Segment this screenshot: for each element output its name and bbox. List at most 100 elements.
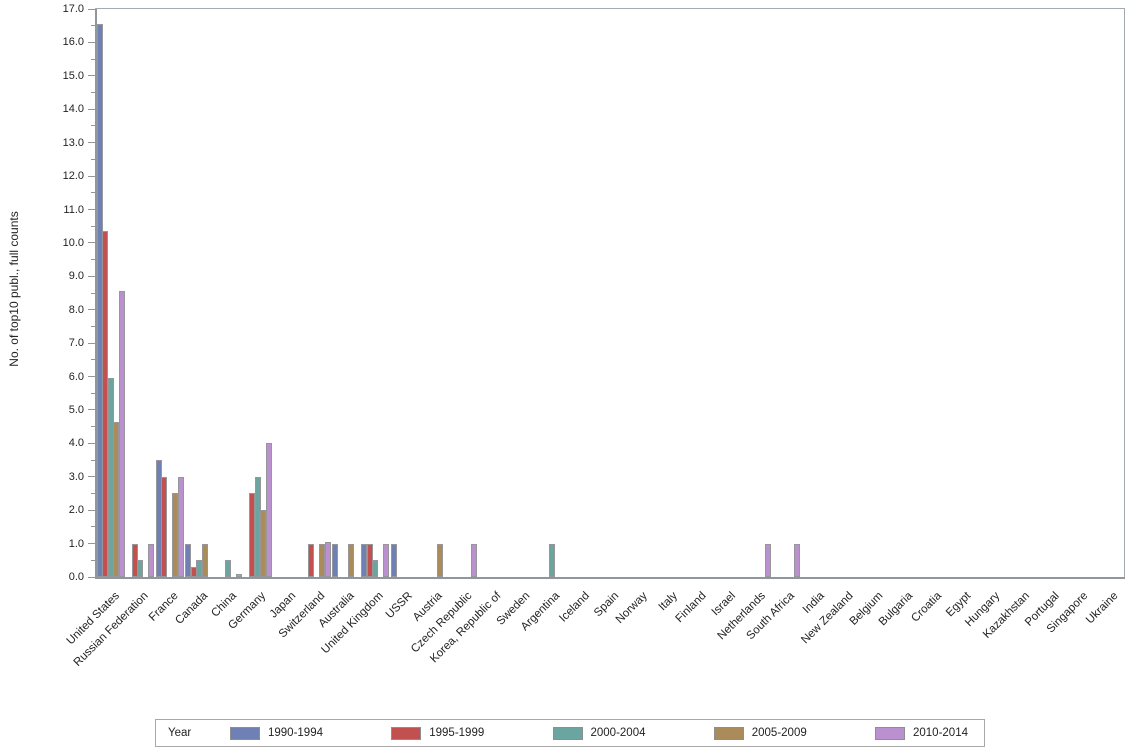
bar-2000-2004-China xyxy=(225,560,231,577)
legend-label: 1995-1999 xyxy=(429,727,485,739)
legend: Year 1990-1994 1995-1999 2000-2004 2005-200… xyxy=(155,719,985,747)
bar-1995-1999-United States xyxy=(102,231,108,577)
x-axis-label: Ukraine xyxy=(1083,589,1121,627)
legend-item: 2010-2014 xyxy=(875,726,968,740)
bar-1995-1999-Germany xyxy=(249,493,255,577)
bar-2000-2004-United Kingdom xyxy=(372,560,378,577)
legend-item: 1990-1994 xyxy=(230,726,323,740)
y-axis-title: No. of top10 publ., full counts xyxy=(7,211,21,367)
plot-top-border xyxy=(95,8,1125,9)
y-tick-label: 9.0 xyxy=(68,270,84,283)
y-tick-label: 5.0 xyxy=(68,403,84,416)
legend-swatch xyxy=(230,726,260,740)
bar-2010-2014-China xyxy=(236,574,242,577)
y-major-tick xyxy=(88,275,96,277)
y-tick-label: 8.0 xyxy=(68,303,84,316)
bar-2010-2014-United Kingdom xyxy=(383,544,389,577)
legend-item: 1995-1999 xyxy=(391,726,485,740)
y-major-tick xyxy=(88,543,96,545)
y-minor-tick xyxy=(91,192,96,194)
bar-2010-2014-Czech Republic xyxy=(471,544,477,577)
bar-2010-2014-Netherlands xyxy=(765,544,771,577)
y-minor-tick xyxy=(91,58,96,60)
bar-2005-2009-France xyxy=(172,493,178,577)
y-minor-tick xyxy=(91,559,96,561)
y-minor-tick xyxy=(91,459,96,461)
bar-2005-2009-Austria xyxy=(437,544,443,577)
bar-1995-1999-France xyxy=(161,477,167,577)
y-tick-label: 3.0 xyxy=(68,470,84,483)
legend-swatch xyxy=(713,726,744,740)
bar-2005-2009-Switzerland xyxy=(319,544,325,577)
x-axis-label: USSR xyxy=(384,589,416,621)
x-axis-line xyxy=(95,577,1125,579)
bar-2005-2009-United States xyxy=(113,422,119,577)
y-tick-label: 13.0 xyxy=(62,136,84,149)
y-major-tick xyxy=(88,41,96,43)
bar-1990-1994-United Kingdom xyxy=(361,544,367,577)
y-major-tick xyxy=(88,108,96,110)
y-tick-label: 4.0 xyxy=(68,437,84,450)
y-major-tick xyxy=(88,509,96,511)
bar-2000-2004-Argentina xyxy=(549,544,555,577)
y-minor-tick xyxy=(91,158,96,160)
y-minor-tick xyxy=(91,325,96,327)
legend-label: 1990-1994 xyxy=(268,727,323,739)
y-major-tick xyxy=(88,442,96,444)
bar-2000-2004-Russian Federation xyxy=(137,560,143,577)
x-axis-label: Norway xyxy=(614,589,651,626)
y-tick-label: 0.0 xyxy=(68,571,84,583)
y-minor-tick xyxy=(91,426,96,428)
legend-items: 1990-1994 1995-1999 2000-2004 2005-2009 2010… xyxy=(230,726,968,740)
x-axis-label: Croatia xyxy=(909,589,944,625)
legend-item: 2000-2004 xyxy=(552,726,646,740)
legend-item: 2005-2009 xyxy=(713,726,807,740)
y-tick-label: 11.0 xyxy=(63,203,84,216)
y-major-tick xyxy=(88,175,96,177)
bar-2010-2014-Russian Federation xyxy=(148,544,154,577)
bar-2010-2014-France xyxy=(178,477,184,577)
y-major-tick xyxy=(88,576,96,578)
y-minor-tick xyxy=(91,392,96,394)
y-major-tick xyxy=(88,342,96,344)
y-major-tick xyxy=(88,8,96,10)
bar-2000-2004-Canada xyxy=(196,560,202,577)
y-major-tick xyxy=(88,142,96,144)
y-major-tick xyxy=(88,242,96,244)
y-tick-label: 2.0 xyxy=(68,504,84,517)
bar-2010-2014-Switzerland xyxy=(325,542,331,577)
bar-2005-2009-Germany xyxy=(260,510,266,577)
bar-1990-1994-USSR xyxy=(391,544,397,577)
bar-2010-2014-United States xyxy=(119,291,125,577)
legend-swatch xyxy=(552,726,583,740)
legend-title: Year xyxy=(168,727,192,739)
y-minor-tick xyxy=(91,493,96,494)
y-major-tick xyxy=(88,409,96,411)
legend-swatch xyxy=(391,726,422,740)
y-tick-label: 14.0 xyxy=(62,103,84,116)
legend-swatch xyxy=(875,726,905,740)
legend-label: 2010-2014 xyxy=(913,727,968,739)
y-minor-tick xyxy=(91,292,96,294)
bar-1990-1994-Canada xyxy=(185,544,191,577)
y-minor-tick xyxy=(91,25,96,27)
legend-label: 2000-2004 xyxy=(590,727,646,739)
y-major-tick xyxy=(88,309,96,311)
legend-label: 2005-2009 xyxy=(751,727,807,739)
y-tick-label: 1.0 xyxy=(68,537,84,550)
y-minor-tick xyxy=(91,125,96,127)
y-tick-label: 6.0 xyxy=(68,370,84,383)
y-major-tick xyxy=(88,476,96,478)
y-tick-label: 12.0 xyxy=(62,170,84,183)
bar-1995-1999-Switzerland xyxy=(308,544,314,577)
y-tick-label: 16.0 xyxy=(62,36,84,49)
y-major-tick xyxy=(88,209,96,210)
x-axis-label: Iceland xyxy=(556,589,592,625)
y-tick-label: 15.0 xyxy=(62,69,84,82)
bar-2010-2014-Germany xyxy=(266,443,272,577)
y-tick-label: 17.0 xyxy=(62,3,84,15)
plot-right-border xyxy=(1124,8,1125,578)
x-axis-label: Finland xyxy=(673,589,709,626)
bar-1990-1994-Australia xyxy=(332,544,338,577)
